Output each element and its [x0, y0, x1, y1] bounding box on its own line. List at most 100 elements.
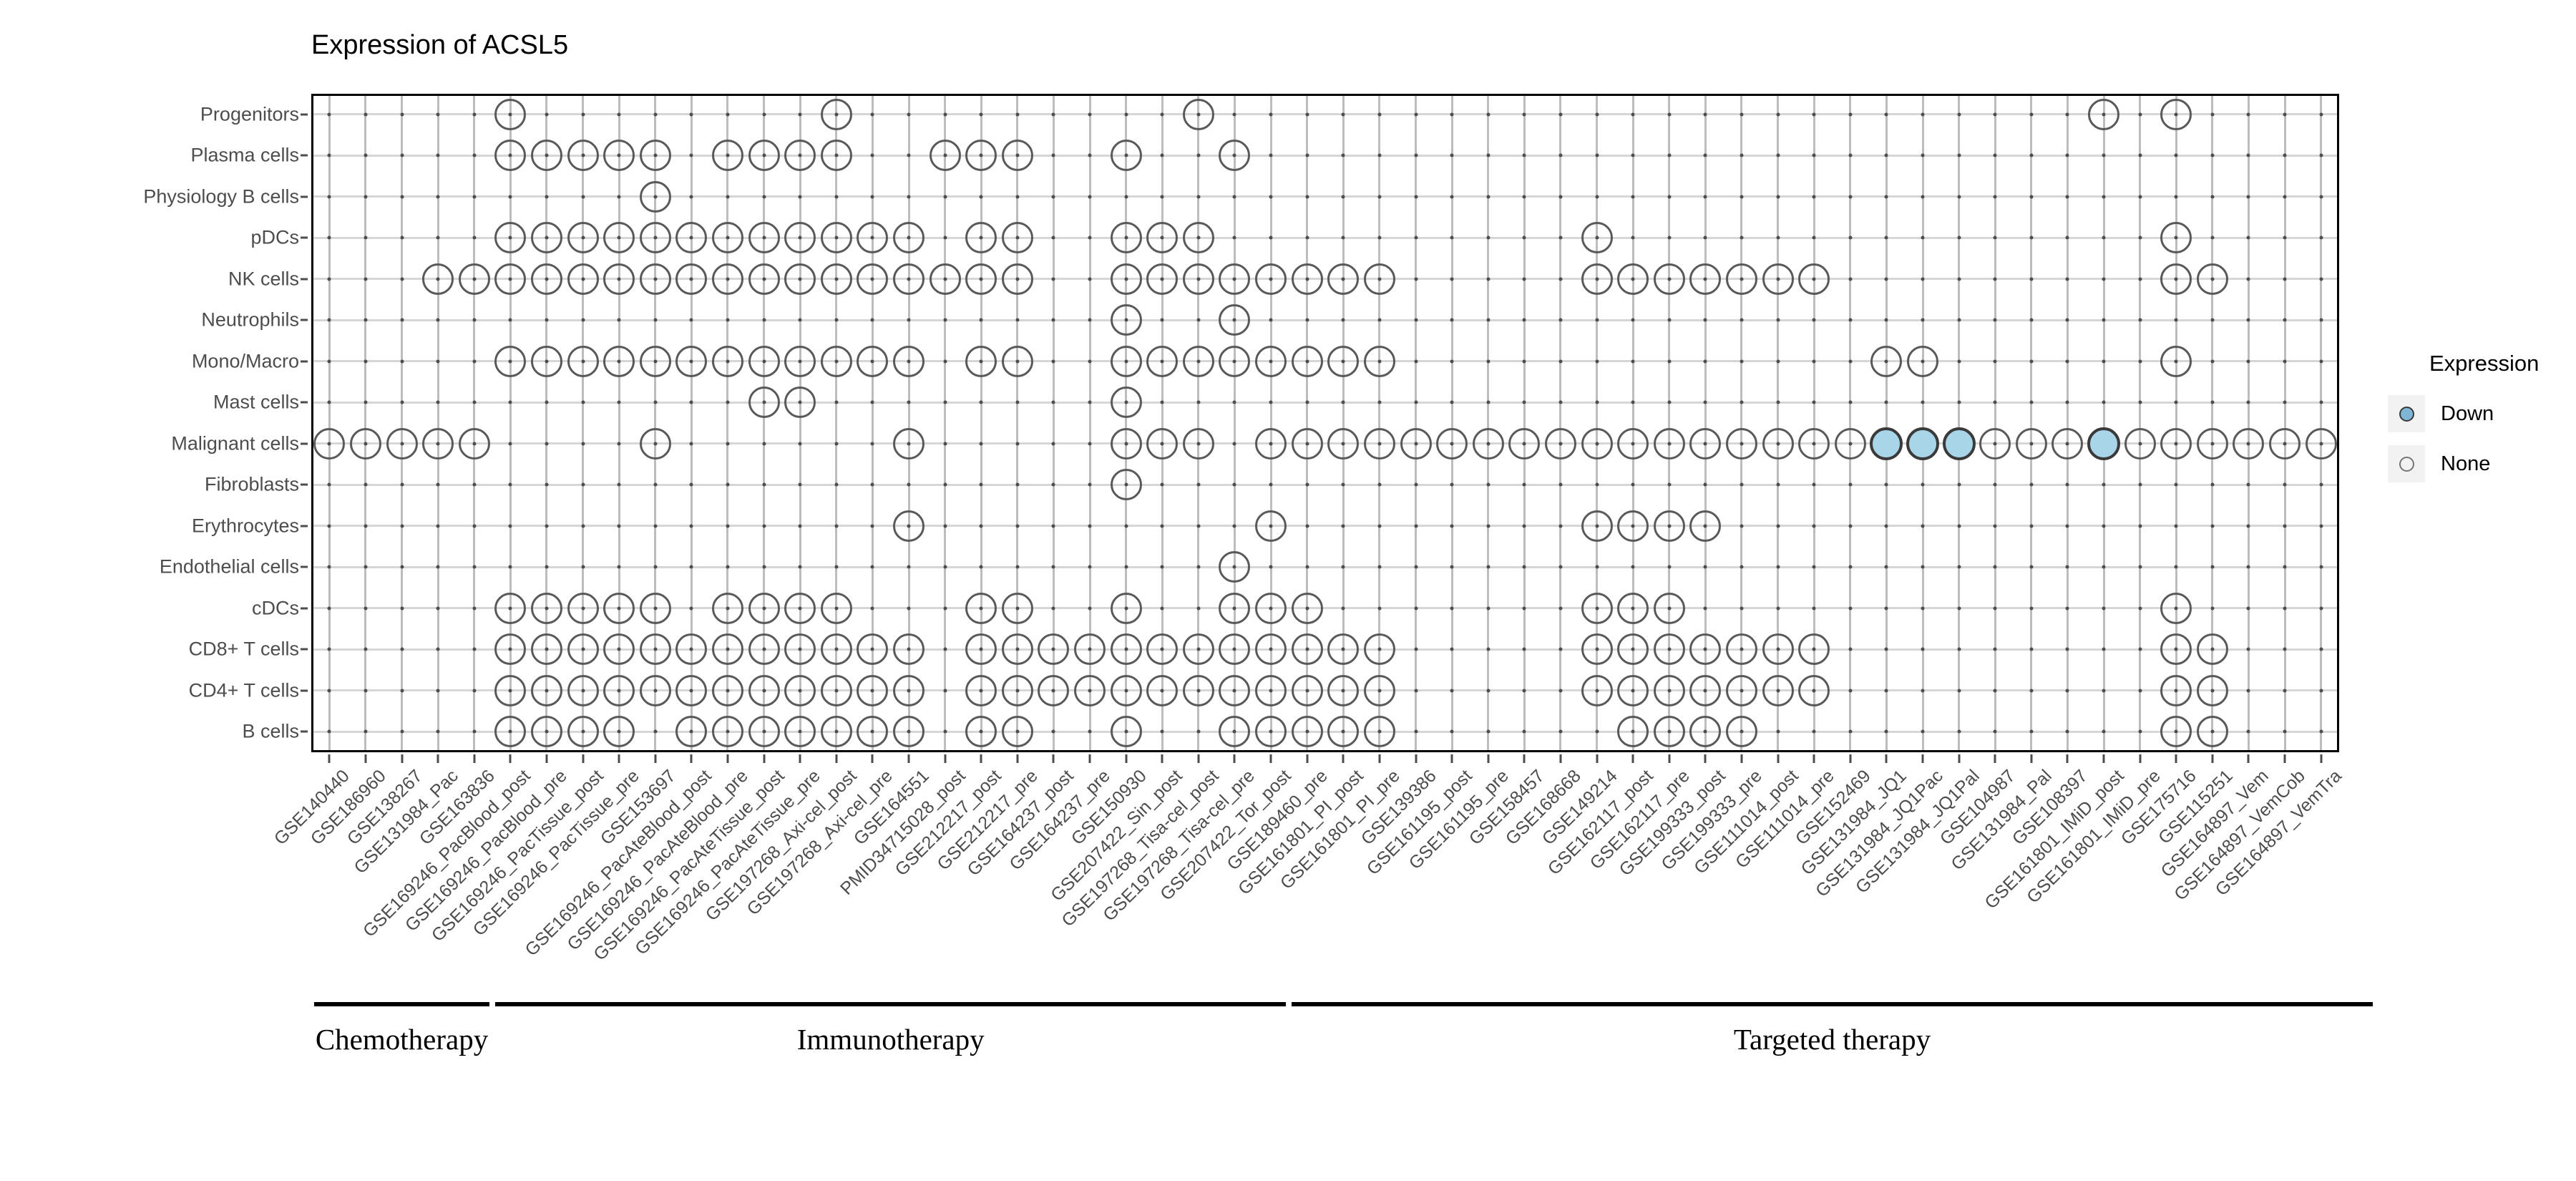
expression-dot[interactable] [1182, 633, 1214, 666]
expression-dot[interactable] [748, 345, 780, 377]
expression-dot[interactable] [1725, 716, 1757, 748]
expression-dot[interactable] [1617, 674, 1649, 706]
expression-dot[interactable] [1653, 633, 1685, 666]
expression-dot[interactable] [1653, 592, 1685, 624]
expression-dot[interactable] [1110, 592, 1142, 624]
legend-item-down[interactable]: Down [2388, 395, 2572, 432]
expression-dot[interactable] [1110, 263, 1142, 295]
expression-dot[interactable] [530, 592, 562, 624]
expression-dot[interactable] [639, 180, 671, 213]
expression-dot[interactable] [349, 427, 381, 460]
expression-dot[interactable] [603, 345, 635, 377]
expression-dot[interactable] [1327, 345, 1360, 377]
expression-dot[interactable] [820, 140, 852, 172]
expression-dot[interactable] [1219, 140, 1251, 172]
expression-dot[interactable] [1689, 510, 1722, 542]
expression-dot[interactable] [893, 345, 925, 377]
expression-dot[interactable] [857, 222, 889, 254]
expression-dot[interactable] [1255, 716, 1287, 748]
expression-dot[interactable] [1508, 427, 1541, 460]
expression-dot[interactable] [530, 222, 562, 254]
expression-dot[interactable] [675, 716, 708, 748]
expression-dot[interactable] [530, 263, 562, 295]
expression-dot[interactable] [1400, 427, 1432, 460]
expression-dot[interactable] [2160, 345, 2192, 377]
expression-dot[interactable] [1255, 510, 1287, 542]
expression-dot[interactable] [422, 427, 454, 460]
expression-dot[interactable] [1255, 674, 1287, 706]
expression-dot[interactable] [2233, 427, 2265, 460]
expression-dot[interactable] [675, 345, 708, 377]
expression-dot[interactable] [1581, 427, 1613, 460]
expression-dot[interactable] [1255, 345, 1287, 377]
expression-dot[interactable] [1110, 345, 1142, 377]
expression-dot[interactable] [603, 140, 635, 172]
expression-dot[interactable] [1725, 633, 1757, 666]
expression-dot[interactable] [1182, 345, 1214, 377]
expression-dot[interactable] [1146, 674, 1179, 706]
expression-dot[interactable] [893, 510, 925, 542]
expression-dot[interactable] [567, 222, 599, 254]
expression-dot[interactable] [458, 263, 490, 295]
expression-dot[interactable] [1001, 222, 1033, 254]
expression-dot[interactable] [2305, 427, 2337, 460]
expression-dot[interactable] [711, 716, 743, 748]
expression-dot[interactable] [820, 98, 852, 130]
expression-dot[interactable] [820, 633, 852, 666]
expression-dot[interactable] [857, 674, 889, 706]
expression-dot[interactable] [1327, 633, 1360, 666]
expression-dot[interactable] [1581, 592, 1613, 624]
expression-dot[interactable] [567, 140, 599, 172]
expression-dot[interactable] [494, 345, 527, 377]
expression-dot[interactable] [603, 633, 635, 666]
expression-dot[interactable] [748, 716, 780, 748]
expression-dot[interactable] [639, 427, 671, 460]
expression-dot[interactable] [1327, 263, 1360, 295]
expression-dot[interactable] [711, 674, 743, 706]
expression-dot[interactable] [1001, 263, 1033, 295]
expression-dot[interactable] [1110, 469, 1142, 501]
expression-dot[interactable] [1689, 716, 1722, 748]
expression-dot[interactable] [567, 592, 599, 624]
expression-dot[interactable] [530, 716, 562, 748]
expression-dot[interactable] [1291, 592, 1323, 624]
expression-dot[interactable] [494, 674, 527, 706]
expression-dot[interactable] [1617, 592, 1649, 624]
expression-dot[interactable] [711, 222, 743, 254]
expression-dot[interactable] [1689, 674, 1722, 706]
expression-dot[interactable] [639, 674, 671, 706]
expression-dot[interactable] [1725, 263, 1757, 295]
expression-dot[interactable] [494, 633, 527, 666]
expression-dot[interactable] [1870, 427, 1903, 460]
expression-dot[interactable] [1653, 263, 1685, 295]
expression-dot[interactable] [784, 140, 816, 172]
expression-dot[interactable] [1327, 716, 1360, 748]
expression-dot[interactable] [748, 592, 780, 624]
expression-dot[interactable] [530, 140, 562, 172]
expression-dot[interactable] [820, 592, 852, 624]
expression-dot[interactable] [1689, 263, 1722, 295]
expression-dot[interactable] [1146, 222, 1179, 254]
expression-dot[interactable] [675, 222, 708, 254]
expression-dot[interactable] [820, 345, 852, 377]
expression-dot[interactable] [603, 674, 635, 706]
expression-dot[interactable] [1617, 263, 1649, 295]
expression-dot[interactable] [1219, 551, 1251, 583]
expression-dot[interactable] [1907, 345, 1939, 377]
expression-dot[interactable] [1038, 633, 1070, 666]
expression-dot[interactable] [1146, 345, 1179, 377]
expression-dot[interactable] [1001, 716, 1033, 748]
expression-dot[interactable] [1001, 633, 1033, 666]
expression-dot[interactable] [748, 674, 780, 706]
expression-dot[interactable] [1255, 427, 1287, 460]
expression-dot[interactable] [422, 263, 454, 295]
expression-dot[interactable] [1762, 674, 1794, 706]
expression-dot[interactable] [1291, 263, 1323, 295]
expression-dot[interactable] [1182, 98, 1214, 130]
expression-dot[interactable] [820, 674, 852, 706]
expression-dot[interactable] [784, 222, 816, 254]
expression-dot[interactable] [857, 716, 889, 748]
expression-dot[interactable] [965, 674, 997, 706]
expression-dot[interactable] [1689, 427, 1722, 460]
expression-dot[interactable] [2196, 674, 2228, 706]
